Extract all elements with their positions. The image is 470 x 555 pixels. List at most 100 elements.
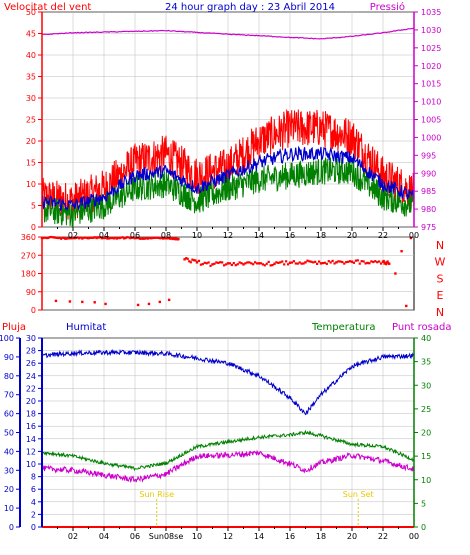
tick-label-rain: 10 xyxy=(4,504,14,513)
tick-label-direction: 90 xyxy=(26,288,36,297)
direction-point xyxy=(329,261,332,264)
direction-point xyxy=(185,257,188,260)
x-tick-label-bottom: 10 xyxy=(192,532,202,541)
direction-point xyxy=(345,261,348,264)
direction-point xyxy=(236,263,239,266)
x-tick-label-top: 12 xyxy=(223,231,233,240)
labels: 0510152025303540455097598098599099510001… xyxy=(0,1,451,541)
x-tick-label-top: 14 xyxy=(254,231,264,240)
direction-point xyxy=(308,260,311,263)
tick-label-humidity: 30 xyxy=(26,334,36,343)
tick-label-rain: 30 xyxy=(4,466,14,475)
direction-point xyxy=(360,260,363,263)
tick-label-pressure: 1030 xyxy=(421,26,441,35)
direction-point xyxy=(300,262,303,265)
direction-point xyxy=(279,261,282,264)
direction-point xyxy=(79,236,82,239)
direction-point xyxy=(124,236,127,240)
sunrise-label: Sun Rise xyxy=(139,490,174,499)
direction-point xyxy=(171,237,174,241)
direction-point xyxy=(56,236,59,239)
direction-point xyxy=(90,236,94,239)
direction-point xyxy=(129,237,132,240)
tick-label-humidity: 20 xyxy=(26,397,36,406)
tick-label-pressure: 990 xyxy=(421,169,436,178)
direction-point xyxy=(215,261,218,264)
direction-point xyxy=(348,260,352,263)
tick-label-direction: 0 xyxy=(31,306,36,315)
x-tick-label-top: 20 xyxy=(347,231,357,240)
direction-point xyxy=(317,260,321,263)
direction-point xyxy=(47,236,50,240)
direction-point xyxy=(99,236,102,239)
direction-point xyxy=(409,236,413,240)
direction-point xyxy=(223,264,226,267)
direction-point xyxy=(221,261,224,264)
x-tick-label-top: 08 xyxy=(161,231,171,240)
direction-point xyxy=(82,236,85,239)
tick-label-humidity: 4 xyxy=(31,498,36,507)
direction-point xyxy=(370,260,373,263)
direction-point xyxy=(163,236,166,240)
direction-point xyxy=(156,236,159,240)
direction-point xyxy=(62,236,65,240)
dewpoint-label: Punt rosada xyxy=(392,322,451,333)
tick-label-humidity: 10 xyxy=(26,460,36,469)
x-tick-label-bottom: 00 xyxy=(409,532,419,541)
direction-point xyxy=(333,262,336,265)
direction-point xyxy=(224,263,228,266)
direction-point xyxy=(354,259,357,262)
x-tick-label-bottom: 12 xyxy=(223,532,233,541)
direction-point xyxy=(115,237,118,240)
direction-point xyxy=(298,261,301,264)
series-wind xyxy=(41,145,415,212)
tick-label-temperature: 30 xyxy=(421,381,431,390)
x-tick-label-top: 02 xyxy=(68,231,78,240)
direction-point xyxy=(384,261,387,264)
direction-point xyxy=(366,261,369,265)
direction-point xyxy=(166,236,170,239)
direction-point xyxy=(255,262,259,265)
direction-point xyxy=(254,261,257,264)
direction-point xyxy=(194,259,197,262)
compass-label: N xyxy=(436,306,444,319)
direction-point xyxy=(96,236,99,239)
direction-point xyxy=(296,262,299,265)
direction-point xyxy=(123,237,126,240)
tick-label-rain: 0 xyxy=(9,523,14,532)
pressure-axis-title: Pressió xyxy=(370,1,405,13)
direction-point xyxy=(66,237,70,240)
direction-point xyxy=(149,237,152,240)
direction-point xyxy=(119,236,123,239)
direction-point xyxy=(385,263,388,266)
direction-point xyxy=(65,237,68,240)
direction-point xyxy=(168,237,171,240)
tick-label-rain: 60 xyxy=(4,410,14,419)
direction-point xyxy=(302,262,305,265)
direction-point xyxy=(68,300,72,303)
direction-point xyxy=(343,262,346,265)
tick-label-pressure: 975 xyxy=(421,223,436,232)
tick-label-rain: 80 xyxy=(4,372,14,381)
direction-point xyxy=(155,236,158,239)
tick-label-pressure: 985 xyxy=(421,187,436,196)
direction-point xyxy=(368,262,371,265)
direction-point xyxy=(199,263,202,266)
x-tick-label-top: 16 xyxy=(285,231,295,240)
direction-point xyxy=(209,264,212,267)
direction-point xyxy=(312,261,315,264)
direction-point xyxy=(378,260,381,263)
direction-point xyxy=(140,237,143,240)
rain-label: Pluja xyxy=(2,322,26,333)
tick-label-pressure: 995 xyxy=(421,151,436,160)
direction-point xyxy=(319,262,323,265)
direction-point xyxy=(325,262,328,265)
direction-point xyxy=(226,262,230,265)
direction-point xyxy=(273,262,276,265)
direction-point xyxy=(130,236,134,239)
direction-point xyxy=(102,236,105,240)
direction-point xyxy=(72,236,75,240)
temperature-label: Temperatura xyxy=(311,322,376,333)
